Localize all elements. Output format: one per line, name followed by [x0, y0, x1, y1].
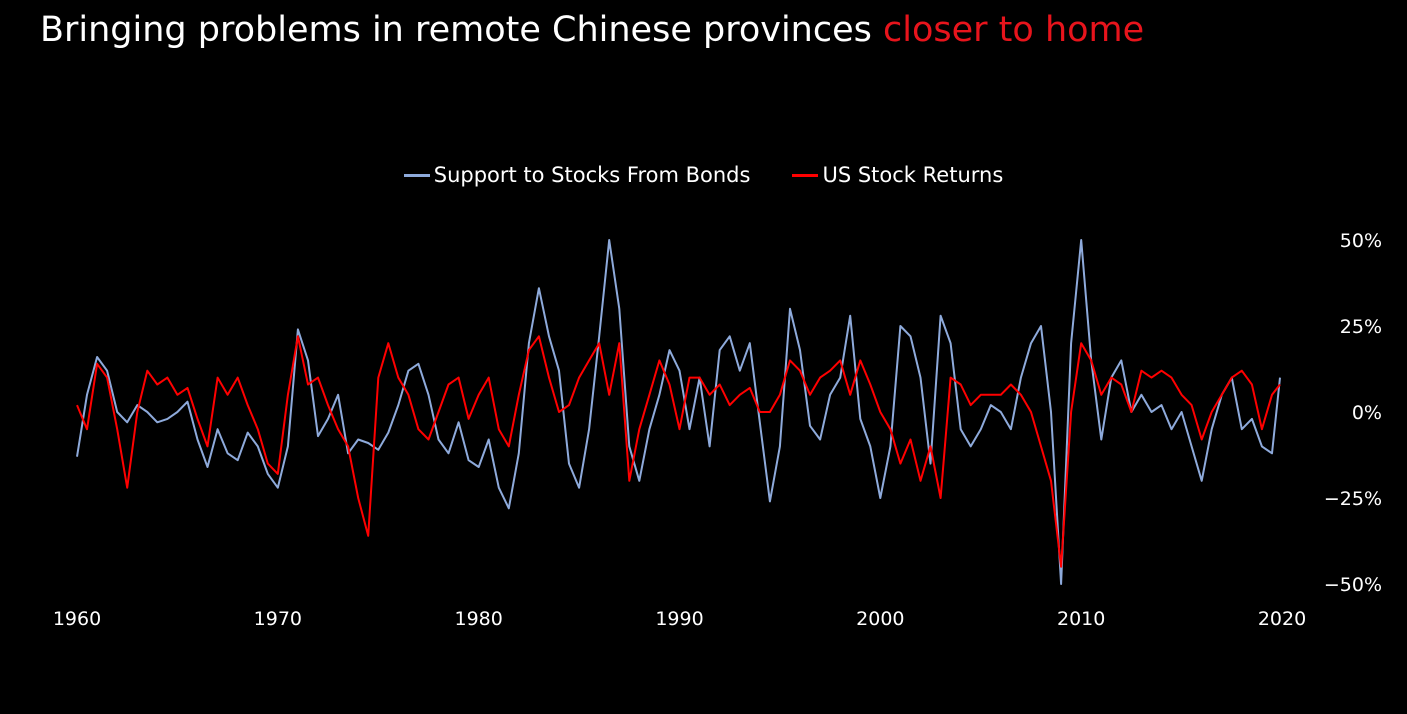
- x-tick-label: 2010: [1057, 608, 1105, 630]
- x-tick-label: 1980: [454, 608, 502, 630]
- x-tick-label: 2020: [1258, 608, 1306, 630]
- legend-label-stocks: US Stock Returns: [822, 163, 1004, 187]
- title-highlight: closer to home: [883, 10, 1145, 50]
- x-tick-label: 2000: [856, 608, 904, 630]
- legend-swatch-bonds: [403, 173, 430, 177]
- chart-legend: Support to Stocks From Bonds US Stock Re…: [0, 163, 1407, 187]
- x-tick-label: 1970: [254, 608, 302, 630]
- x-tick-label: 1960: [53, 608, 101, 630]
- legend-swatch-stocks: [792, 173, 819, 177]
- legend-item-stocks: US Stock Returns: [792, 163, 1003, 187]
- y-tick-label: −25%: [1324, 488, 1382, 510]
- legend-label-bonds: Support to Stocks From Bonds: [433, 163, 751, 187]
- x-tick-label: 1990: [655, 608, 703, 630]
- y-tick-label: −50%: [1324, 574, 1382, 596]
- title-main: Bringing problems in remote Chinese prov…: [40, 10, 872, 50]
- legend-item-bonds: Support to Stocks From Bonds: [403, 163, 751, 187]
- series-line-bonds: [76, 239, 1281, 585]
- y-tick-label: 25%: [1340, 316, 1382, 338]
- series-line-stocks: [76, 335, 1281, 568]
- y-tick-label: 50%: [1340, 230, 1382, 252]
- page-title: Bringing problems in remote Chinese prov…: [40, 10, 1144, 50]
- y-tick-label: 0%: [1352, 402, 1382, 424]
